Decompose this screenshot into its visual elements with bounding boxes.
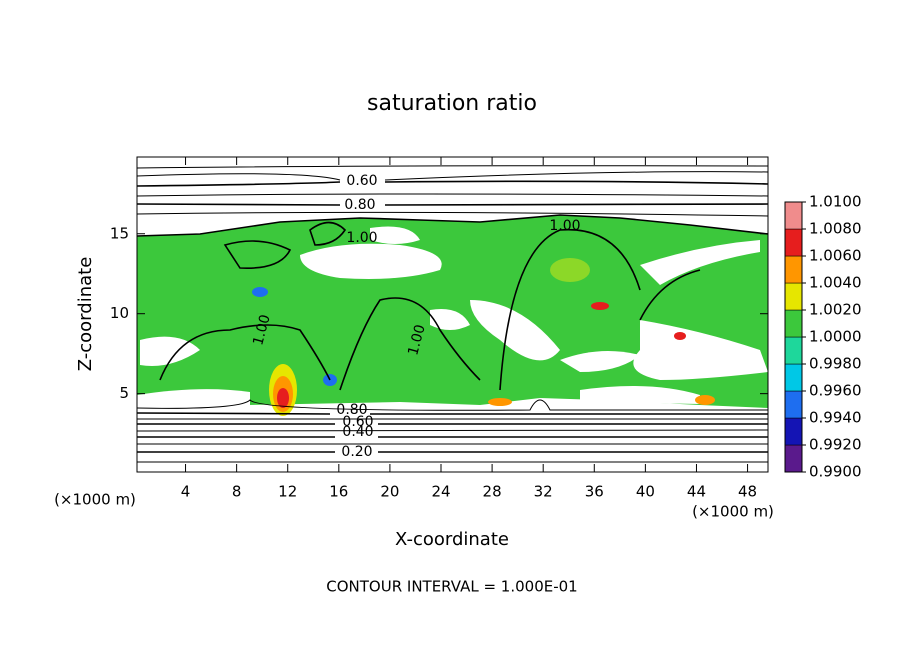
contour-line — [309, 221, 347, 246]
contour-line — [136, 171, 769, 181]
contour-line — [136, 180, 769, 187]
x-tick-label: 4 — [181, 483, 191, 501]
supersaturated-spot — [674, 332, 686, 340]
colorbar-tick-label: 1.0100 — [809, 193, 862, 211]
x-tick-label: 28 — [483, 483, 502, 501]
colorbar-segment — [784, 228, 803, 257]
contour-label: 1.00 — [250, 313, 274, 347]
contour-line — [136, 214, 769, 237]
contour-label: 1.00 — [549, 218, 580, 234]
colorbar-segment — [784, 201, 803, 230]
contour-label: 0.60 — [346, 173, 377, 189]
y-tick-label: 10 — [110, 304, 129, 322]
contour-line — [136, 399, 768, 411]
contour-line — [136, 211, 769, 217]
x-tick-label: 40 — [636, 483, 655, 501]
x-unit-label: (×1000 m) — [692, 503, 774, 521]
contour-lines — [136, 165, 769, 463]
note: CONTOUR INTERVAL = 1.000E-01 — [326, 578, 577, 596]
dry-patch — [470, 300, 560, 361]
colorbar-tick-label: 0.9920 — [809, 436, 862, 454]
colorbar-segment — [784, 444, 803, 473]
x-tick-label: 8 — [232, 483, 242, 501]
dry-patch — [370, 226, 420, 244]
colorbar-tick-label: 1.0060 — [809, 247, 862, 265]
contour-label: 1.00 — [346, 230, 377, 246]
colorbar-tick-label: 1.0040 — [809, 274, 862, 292]
subsaturated-spot — [252, 287, 268, 297]
x-axis-title: X-coordinate — [395, 529, 509, 550]
supersaturated-spot — [550, 258, 590, 282]
colorbar-tick-label: 0.9980 — [809, 355, 862, 373]
x-tick-label: 16 — [329, 483, 348, 501]
contour-label: 0.20 — [341, 444, 372, 460]
dry-patch — [137, 389, 250, 406]
colorbar-segment — [784, 336, 803, 365]
dry-patch — [580, 386, 700, 404]
x-tick-label: 36 — [585, 483, 604, 501]
supersaturated-spot — [695, 395, 715, 405]
contour-line — [136, 412, 768, 415]
contour-line — [136, 165, 769, 169]
colorbar-tick-label: 1.0020 — [809, 301, 862, 319]
colorbar-segment — [784, 417, 803, 446]
contour-line — [136, 203, 769, 206]
dry-patch — [430, 309, 470, 330]
y-tick-label: 5 — [119, 384, 129, 402]
contour-line — [159, 228, 701, 391]
supersaturated-spot — [277, 388, 289, 408]
contour-label: 0.80 — [336, 402, 367, 418]
y-tick-label: 15 — [110, 224, 129, 242]
x-tick-label: 20 — [380, 483, 399, 501]
contour-line — [223, 240, 292, 269]
field — [137, 157, 768, 472]
colorbar-tick-label: 1.0080 — [809, 220, 862, 238]
plot-frame — [136, 156, 769, 473]
contour-label: 0.40 — [342, 424, 373, 440]
chart-title: saturation ratio — [367, 91, 537, 116]
dry-patch — [560, 351, 640, 372]
x-tick-label: 48 — [738, 483, 757, 501]
colorbar-segment — [784, 255, 803, 284]
colorbar-segment — [784, 309, 803, 338]
contour-label: 0.80 — [344, 197, 375, 213]
y-unit-label: (×1000 m) — [54, 491, 136, 509]
supersaturated-spot — [591, 302, 609, 310]
supersaturated-spot — [488, 398, 512, 406]
dry-patch — [633, 320, 768, 380]
colorbar-tick-label: 0.9900 — [809, 463, 862, 481]
x-tick-label: 12 — [278, 483, 297, 501]
x-tick-label: 24 — [431, 483, 450, 501]
y-axis-title: Z-coordinate — [75, 257, 96, 372]
contour-line — [136, 429, 769, 432]
colorbar-tick-label: 0.9940 — [809, 409, 862, 427]
contour-label: 1.00 — [405, 323, 429, 357]
x-tick-label: 32 — [534, 483, 553, 501]
contour-line — [136, 193, 769, 197]
dry-patch — [300, 243, 442, 279]
dry-patch — [640, 240, 760, 285]
contour-label: 0.60 — [342, 414, 373, 430]
colorbar-segment — [784, 363, 803, 392]
colorbar-segment — [784, 390, 803, 419]
colorbar-segment — [784, 282, 803, 311]
colorbar-tick-label: 1.0000 — [809, 328, 862, 346]
colorbar-tick-label: 0.9960 — [809, 382, 862, 400]
x-tick-label: 44 — [687, 483, 706, 501]
